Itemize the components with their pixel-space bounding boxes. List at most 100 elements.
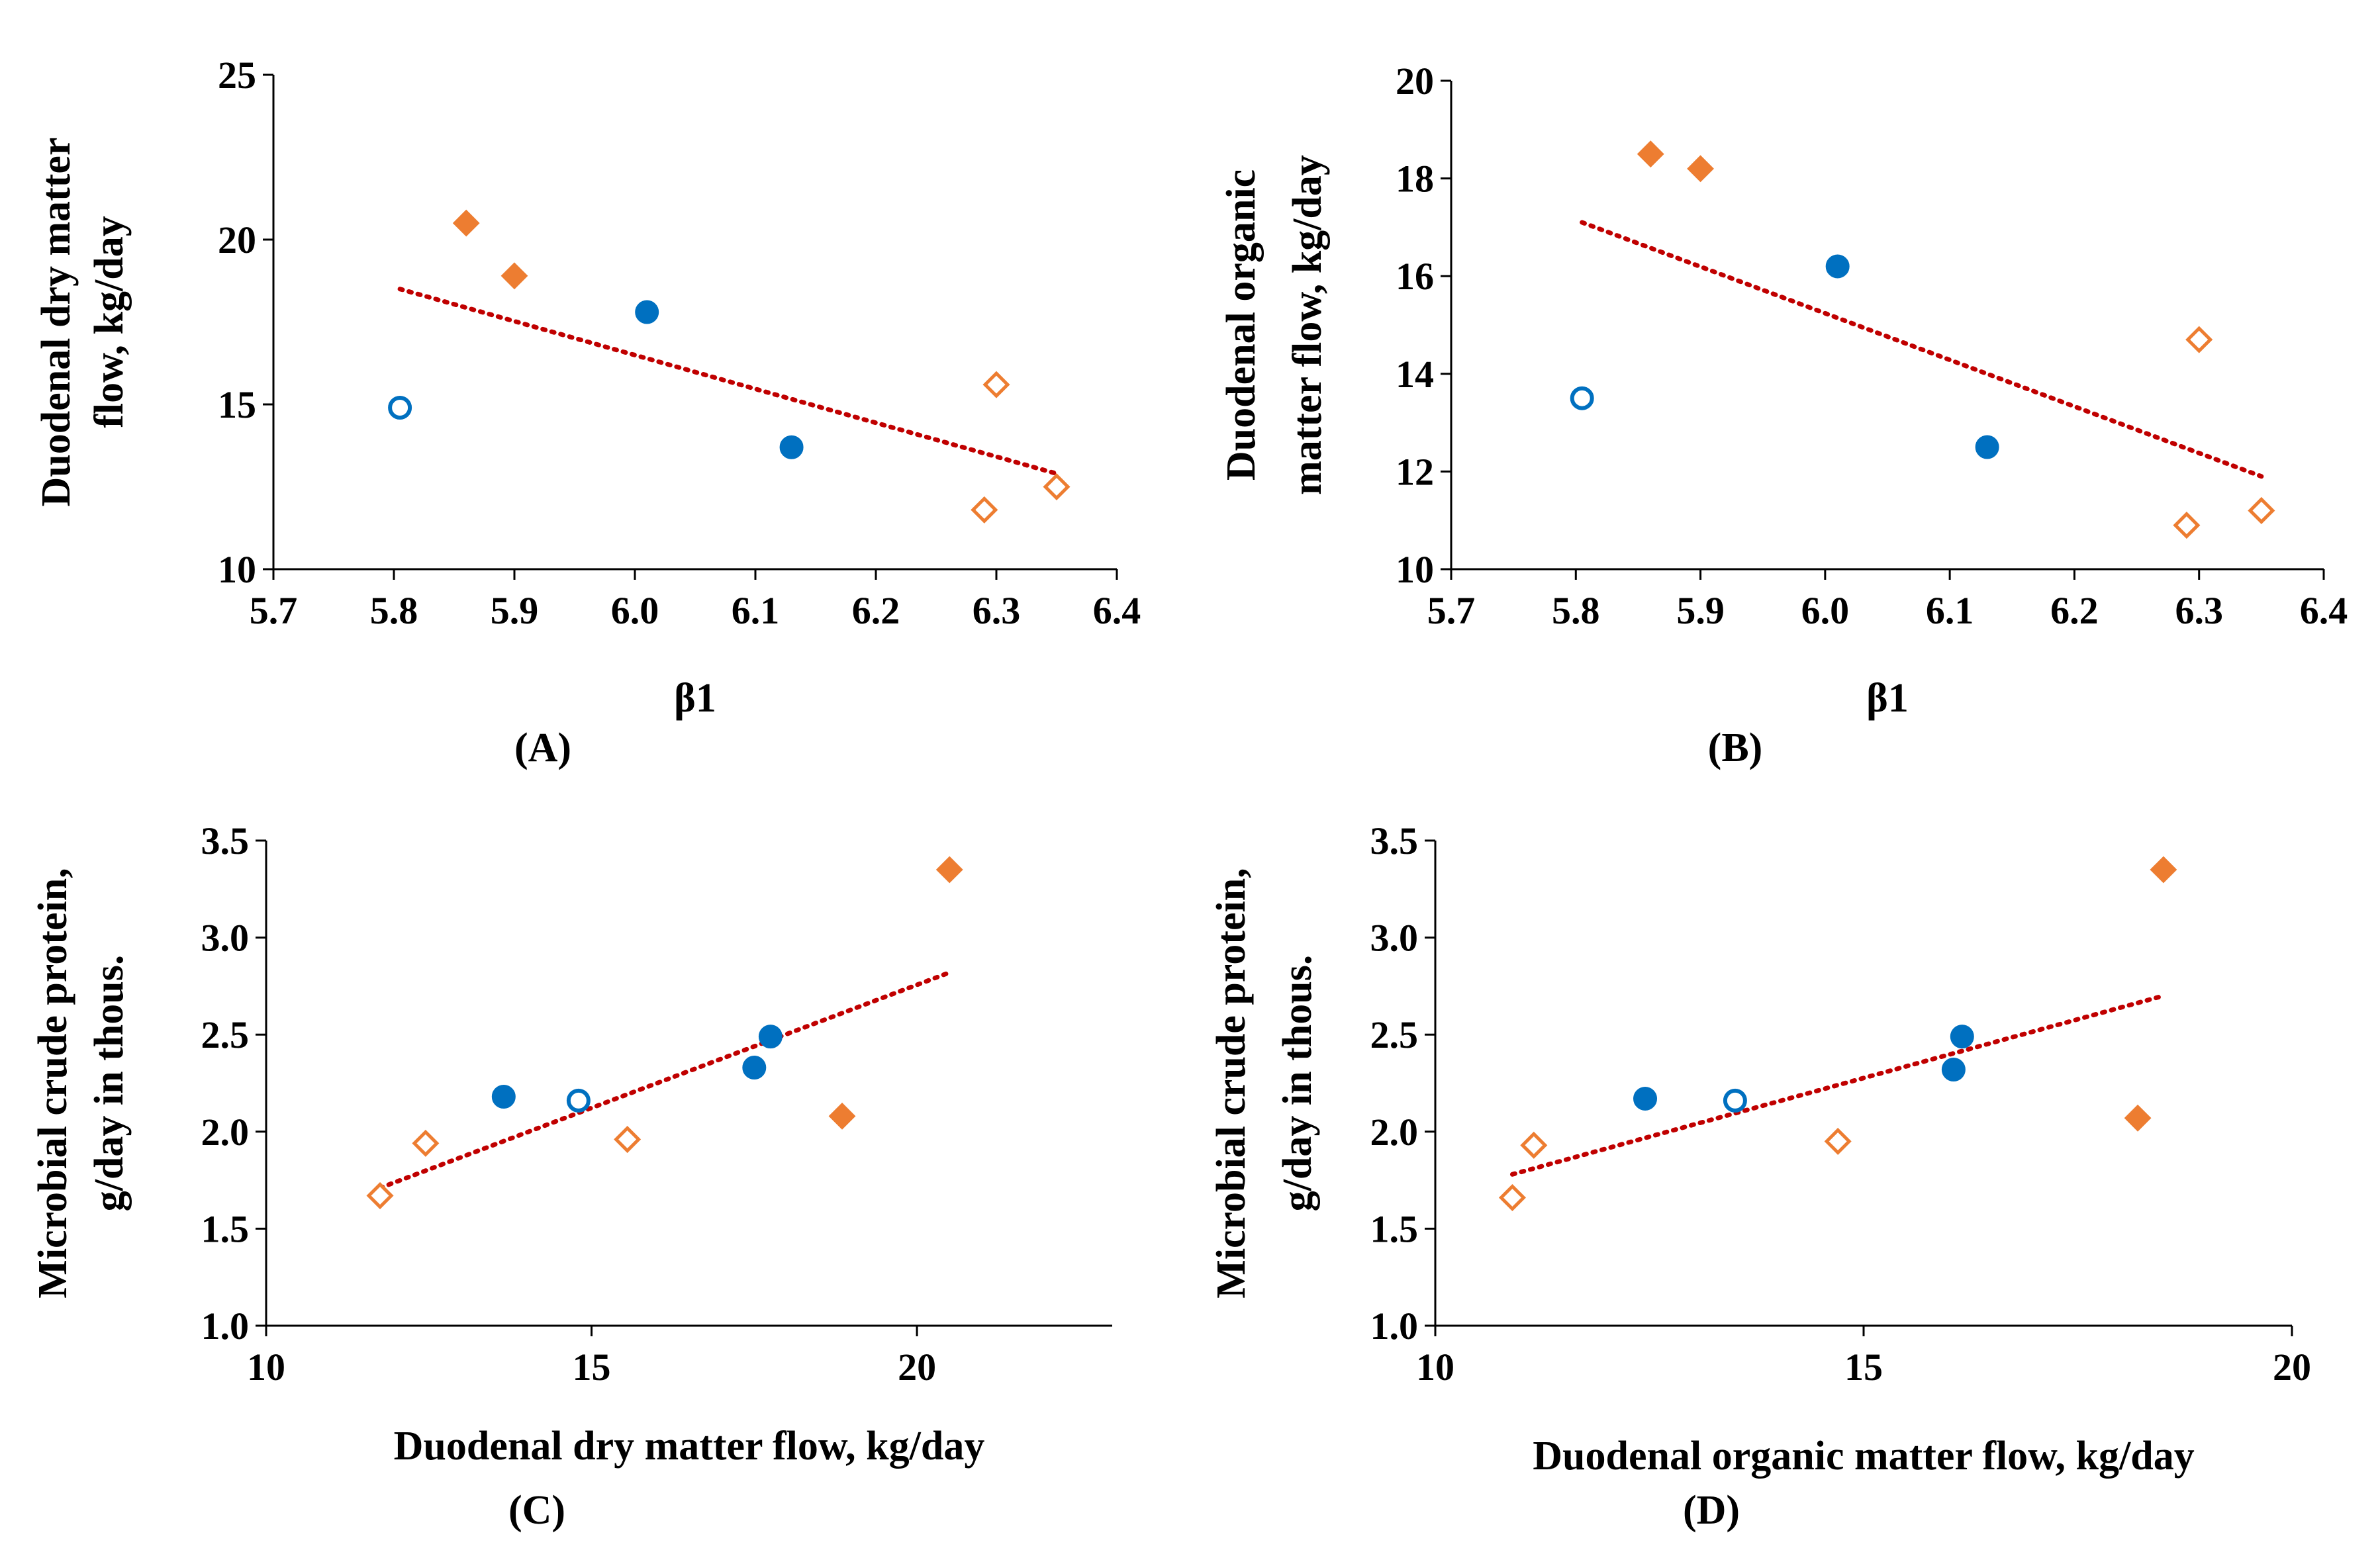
x-tick-label: 15: [573, 1346, 611, 1389]
blue-filled-circle-point: [1825, 254, 1850, 279]
orange-open-diamond-point: [1520, 1131, 1548, 1159]
panel-d: 1.0 1.5 2.0 2.5 3.0 3.5 10 15 20 Duodenal organic…: [1209, 819, 2311, 1533]
y-tick-label: 12: [1396, 450, 1434, 493]
x-tick-label: 6.2: [2050, 589, 2099, 632]
y-axis-title-line: Microbial crude protein,: [1209, 868, 1254, 1298]
y-tick-label: 3.0: [201, 917, 250, 960]
y-axis-title-line: g/day in thous.: [1275, 955, 1320, 1212]
y-tick-label: 3.0: [1370, 917, 1419, 960]
y-tick-label: 20: [218, 218, 256, 261]
trendline: [377, 970, 952, 1191]
orange-open-diamond-point: [2173, 512, 2201, 539]
blue-open-circle-point: [566, 1088, 591, 1113]
orange-open-diamond-point: [2185, 326, 2213, 353]
y-tick-label: 3.5: [1370, 819, 1419, 862]
y-tick-label: 10: [1396, 548, 1434, 591]
orange-filled-diamond-point: [500, 262, 528, 290]
x-axis-title: β1: [674, 676, 716, 721]
y-tick-label: 25: [218, 54, 256, 97]
orange-filled-diamond-point: [1687, 155, 1714, 183]
orange-filled-diamond-point: [1637, 140, 1664, 168]
x-axis-title: Duodenal organic matter flow, kg/day: [1533, 1434, 2194, 1479]
y-tick-label: 2.0: [201, 1111, 250, 1154]
y-axis-title-line: Duodenal dry matter: [34, 138, 79, 507]
orange-filled-diamond-point: [935, 856, 963, 884]
y-tick-label: 18: [1396, 158, 1434, 201]
orange-open-diamond-point: [1824, 1127, 1852, 1155]
blue-filled-circle-point: [1633, 1086, 1658, 1111]
y-tick-label: 2.0: [1370, 1111, 1419, 1154]
blue-open-circle-point: [388, 395, 412, 420]
blue-filled-circle-point: [1941, 1057, 1966, 1081]
x-tick-label: 20: [2273, 1346, 2311, 1389]
orange-open-diamond-point: [2248, 496, 2275, 524]
y-tick-label: 1.0: [1370, 1305, 1419, 1348]
blue-open-circle-point: [1723, 1088, 1747, 1113]
panel-label: (C): [508, 1488, 565, 1533]
orange-filled-diamond-point: [828, 1102, 856, 1130]
y-tick-label: 10: [218, 548, 256, 591]
x-tick-label: 6.0: [1801, 589, 1850, 632]
orange-open-diamond-point: [1043, 473, 1071, 501]
orange-open-diamond-point: [366, 1182, 394, 1210]
x-tick-label: 5.9: [491, 589, 539, 632]
orange-filled-diamond-point: [2124, 1104, 2152, 1132]
trendline: [1509, 993, 2166, 1177]
panel-b: 10 12 14 16 18 20 5.7 5.8 5.9 6.0 6.1 6.2 6.3 6.4 β1 Du…: [1219, 60, 2348, 770]
y-tick-label: 15: [218, 383, 256, 426]
x-tick-label: 5.9: [1676, 589, 1725, 632]
x-tick-label: 6.4: [2300, 589, 2348, 632]
trendline: [397, 287, 1059, 477]
y-tick-label: 1.5: [1370, 1207, 1419, 1250]
panel-label: (D): [1683, 1488, 1740, 1533]
y-tick-label: 20: [1396, 60, 1434, 103]
orange-open-diamond-point: [614, 1125, 642, 1154]
blue-filled-circle-point: [491, 1085, 516, 1109]
orange-filled-diamond-point: [452, 209, 480, 237]
orange-filled-diamond-point: [2150, 856, 2177, 884]
x-tick-label: 5.8: [370, 589, 418, 632]
y-tick-label: 1.5: [201, 1207, 250, 1250]
x-tick-label: 15: [1844, 1346, 1883, 1389]
y-tick-label: 16: [1396, 255, 1434, 298]
panel-label: (A): [514, 725, 571, 770]
blue-filled-circle-point: [635, 300, 659, 324]
x-tick-label: 5.7: [250, 589, 298, 632]
blue-filled-circle-point: [1950, 1025, 1974, 1049]
y-tick-label: 3.5: [201, 819, 250, 862]
x-tick-label: 5.8: [1552, 589, 1600, 632]
y-tick-label: 1.0: [201, 1305, 250, 1348]
y-tick-label: 2.5: [1370, 1013, 1419, 1056]
y-axis-title-line: flow, kg/day: [87, 216, 132, 428]
y-axis-title-line: matter flow, kg/day: [1285, 155, 1330, 495]
blue-filled-circle-point: [779, 435, 804, 459]
y-axis-title-line: g/day in thous.: [87, 955, 132, 1212]
x-axis-title: β1: [1866, 676, 1909, 721]
y-tick-label: 2.5: [201, 1013, 250, 1056]
panel-c: 1.0 1.5 2.0 2.5 3.0 3.5 10 15 20 Duodenal dry mat…: [30, 819, 1112, 1533]
blue-filled-circle-point: [1975, 435, 1999, 459]
x-tick-label: 6.1: [1926, 589, 1974, 632]
x-tick-label: 6.3: [973, 589, 1021, 632]
blue-filled-circle-point: [758, 1025, 783, 1049]
x-tick-label: 10: [247, 1346, 285, 1389]
y-axis-title-line: Microbial crude protein,: [30, 868, 75, 1298]
x-tick-label: 20: [898, 1346, 936, 1389]
x-tick-label: 6.1: [732, 589, 780, 632]
x-tick-label: 6.0: [611, 589, 659, 632]
panel-a: 10 15 20 25 5.7 5.8 5.9 6.0 6.1 6.2 6.3 6.4 β1 Duoden…: [34, 54, 1141, 770]
orange-open-diamond-point: [982, 371, 1010, 398]
x-tick-label: 10: [1416, 1346, 1454, 1389]
y-axis-title-line: Duodenal organic: [1219, 169, 1264, 481]
blue-open-circle-point: [1570, 386, 1594, 410]
x-tick-label: 6.4: [1093, 589, 1141, 632]
x-tick-label: 5.7: [1427, 589, 1476, 632]
x-tick-label: 6.3: [2175, 589, 2223, 632]
blue-filled-circle-point: [742, 1056, 767, 1080]
trendline: [1580, 220, 2264, 479]
orange-open-diamond-point: [971, 496, 998, 524]
panel-label: (B): [1708, 725, 1763, 770]
y-tick-label: 14: [1396, 353, 1434, 396]
x-axis-title: Duodenal dry matter flow, kg/day: [394, 1424, 985, 1469]
